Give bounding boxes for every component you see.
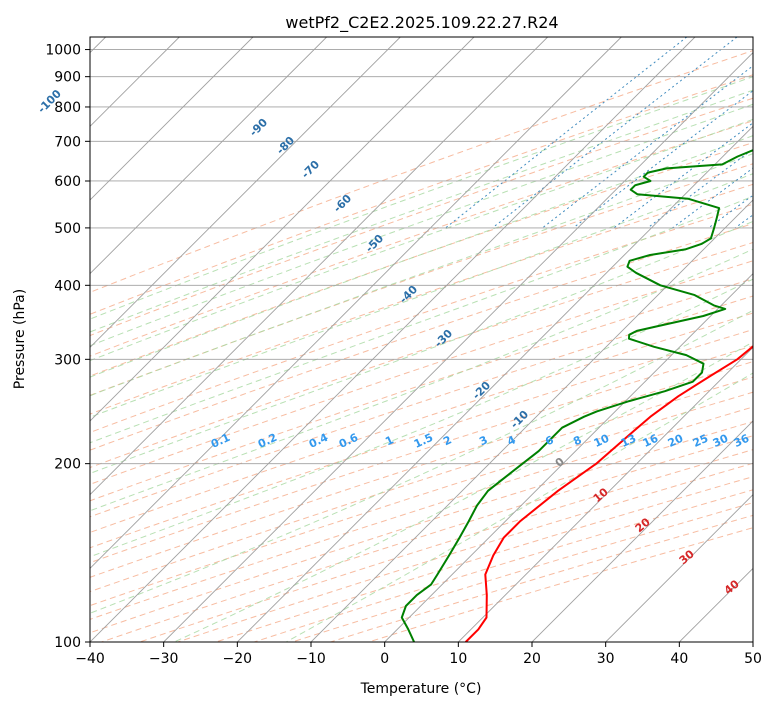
y-tick-label: 600 — [54, 174, 81, 190]
isotherm-line — [90, 37, 327, 275]
x-tick-label: −20 — [223, 651, 253, 667]
moist-adiabat-line — [90, 135, 753, 378]
dewpoint-profile-line — [400, 149, 753, 642]
isotherm-line — [163, 52, 753, 642]
isotherm-line — [458, 346, 753, 642]
grid-lines — [90, 37, 753, 642]
dry-adiabat-line — [90, 278, 753, 502]
mixing-ratio-label: 10 — [592, 432, 612, 450]
x-tick-label: −10 — [296, 651, 326, 667]
dry-adiabat-line — [90, 391, 753, 607]
y-tick-label: 700 — [54, 134, 81, 150]
y-tick-label: 1000 — [45, 43, 81, 59]
mixing-ratio-label: 20 — [666, 432, 686, 450]
dry-adiabat-line — [90, 50, 753, 293]
moist-adiabat-line — [90, 118, 753, 362]
moist-adiabat-line — [90, 76, 753, 320]
moist-adiabat-line — [90, 173, 753, 418]
mixing-ratio-label: 13 — [619, 432, 638, 450]
isotherm-line — [90, 37, 622, 569]
mixing-ratio-label: 16 — [641, 432, 661, 450]
y-tick-label: 200 — [54, 457, 81, 473]
x-tick-label: 40 — [670, 651, 688, 667]
x-axis: −40 −30 −20 −10 0 10 20 30 40 50 — [75, 642, 762, 667]
data-series — [400, 149, 753, 642]
moist-adiabat-line — [90, 89, 753, 333]
mixing-ratio-line — [613, 122, 753, 229]
y-tick-label: 500 — [54, 221, 81, 237]
isotherm-line — [90, 37, 254, 201]
y-tick-label: 300 — [54, 352, 81, 368]
dry-adiabat-line — [90, 74, 753, 315]
isotherm-line — [531, 420, 753, 642]
y-tick-label: 100 — [54, 635, 81, 651]
moist-adiabat-line — [90, 195, 753, 444]
isotherm-line — [90, 37, 548, 496]
isotherm-line — [605, 494, 753, 642]
dry-adiabat-line — [90, 163, 753, 396]
dry-adiabat-line — [90, 142, 753, 377]
moist-adiabat-line — [90, 220, 753, 474]
dry-adiabat-line — [90, 361, 753, 578]
mixing-ratio-label: 30 — [711, 432, 731, 450]
dry-adiabat-line — [90, 183, 753, 415]
mixing-ratio-label: 25 — [691, 432, 710, 450]
mixing-ratio-label: 36 — [732, 432, 752, 450]
x-axis-label: Temperature (°C) — [360, 681, 482, 697]
isotherm-line — [90, 37, 696, 642]
dry-adiabat-line — [90, 223, 753, 451]
y-tick-label: 800 — [54, 100, 81, 116]
x-tick-label: −40 — [75, 651, 105, 667]
temperature-profile-line — [464, 345, 753, 642]
x-tick-label: 50 — [744, 651, 762, 667]
isotherm-line — [237, 125, 753, 642]
dry-adiabat-line — [90, 312, 753, 533]
y-axis-label: Pressure (hPa) — [12, 289, 28, 389]
x-tick-label: 10 — [449, 651, 467, 667]
y-tick-label: 400 — [54, 278, 81, 294]
x-tick-label: −30 — [149, 651, 179, 667]
x-tick-label: 20 — [523, 651, 541, 667]
x-tick-label: 30 — [597, 651, 615, 667]
mixing-ratio-line — [445, 37, 688, 229]
dry-adiabat-line — [90, 329, 753, 549]
y-axis: 100 200 300 400 500 600 700 800 900 1000 — [45, 43, 90, 651]
isotherm-line — [310, 199, 753, 642]
isotherm-line — [384, 273, 753, 642]
dry-adiabat-line — [90, 97, 753, 337]
chart-title: wetPf2_C2E2.2025.109.22.27.R24 — [285, 13, 558, 33]
moist-adiabat-line — [90, 153, 753, 397]
y-tick-label: 900 — [54, 70, 81, 86]
plot-frame — [89, 36, 754, 643]
x-tick-label: 0 — [380, 651, 389, 667]
isotherm-line — [90, 37, 401, 348]
isotherm-line — [90, 37, 475, 422]
